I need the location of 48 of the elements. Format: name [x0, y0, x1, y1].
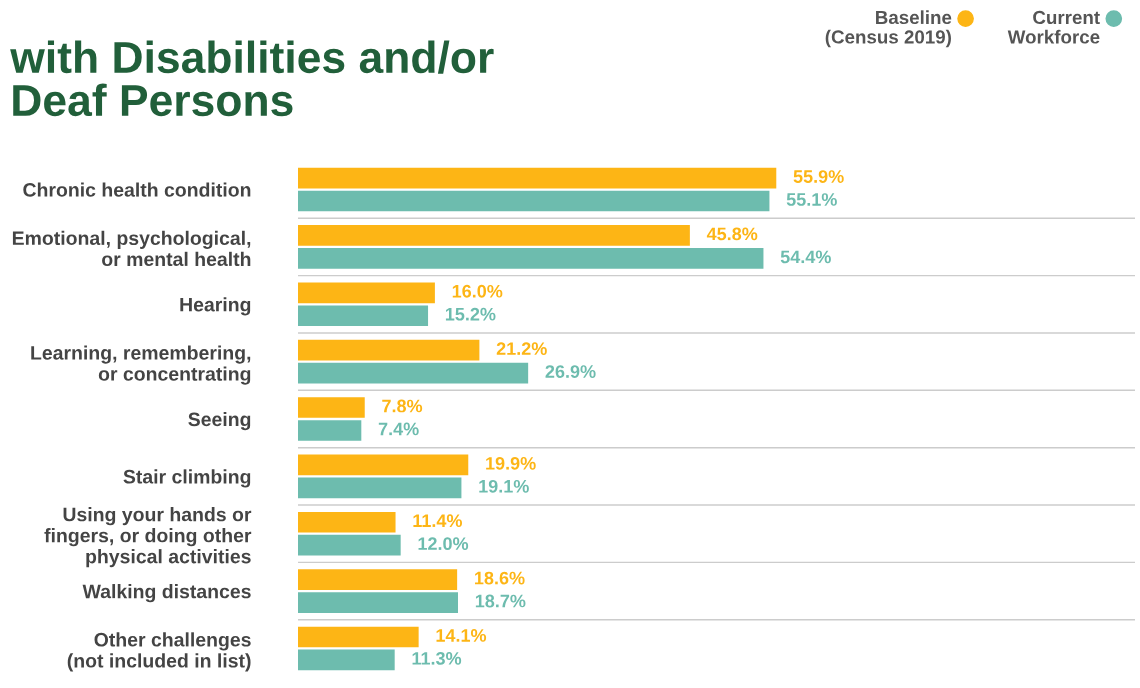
bar [298, 225, 690, 246]
chart-title: with Disabilities and/or Deaf Persons [10, 40, 494, 117]
y-tick-label: Walking distances [82, 584, 251, 603]
bar [298, 305, 429, 327]
bar [298, 626, 419, 648]
bar [298, 649, 395, 671]
bar [298, 248, 764, 269]
bar [298, 454, 469, 476]
bar [298, 362, 529, 384]
data-label: 7.8% [382, 399, 423, 413]
bar [298, 339, 480, 361]
data-label: 19.9% [486, 456, 536, 470]
bar [298, 167, 777, 189]
bar [298, 511, 396, 533]
data-label: 19.1% [479, 479, 529, 493]
bar [298, 190, 770, 212]
data-label: 11.4% [413, 514, 463, 528]
data-label: 15.2% [445, 307, 496, 321]
data-label: 18.6% [475, 571, 525, 585]
data-label: 54.4% [780, 250, 831, 264]
data-label: 14.1% [436, 629, 487, 642]
y-tick-label: Stair climbing [123, 469, 251, 488]
data-label: 12.0% [418, 537, 469, 551]
y-tick-label: Chronic health condition [23, 182, 251, 197]
data-label: 26.9% [545, 365, 596, 378]
data-label: 55.9% [793, 170, 844, 183]
legend-label: Baseline (Census 2019) [825, 10, 952, 48]
y-tick-label: Other challenges (not included in list) [67, 632, 251, 672]
y-tick-label: Seeing [188, 411, 251, 431]
y-tick-label: Learning, remembering, or concentrating [31, 345, 251, 385]
bar [298, 592, 458, 613]
bar [298, 397, 365, 418]
data-label: 21.2% [496, 342, 547, 355]
y-tick-label: Emotional, psychological, or mental health [12, 230, 251, 267]
data-label: 16.0% [452, 284, 503, 298]
data-label: 7.4% [378, 422, 419, 436]
bar [298, 420, 362, 441]
bar [298, 477, 462, 499]
data-label: 45.8% [706, 227, 758, 241]
bar [298, 569, 458, 590]
data-label: 11.3% [412, 651, 462, 665]
y-tick-label: Using your hands or fingers, or doing other physical activities [44, 507, 252, 568]
bar [298, 282, 435, 304]
data-label: 18.7% [475, 594, 526, 608]
legend-label: Current Workforce [1007, 10, 1100, 44]
data-label: 55.1% [786, 193, 837, 206]
y-tick-label: Hearing [180, 297, 251, 316]
bar [298, 534, 401, 556]
